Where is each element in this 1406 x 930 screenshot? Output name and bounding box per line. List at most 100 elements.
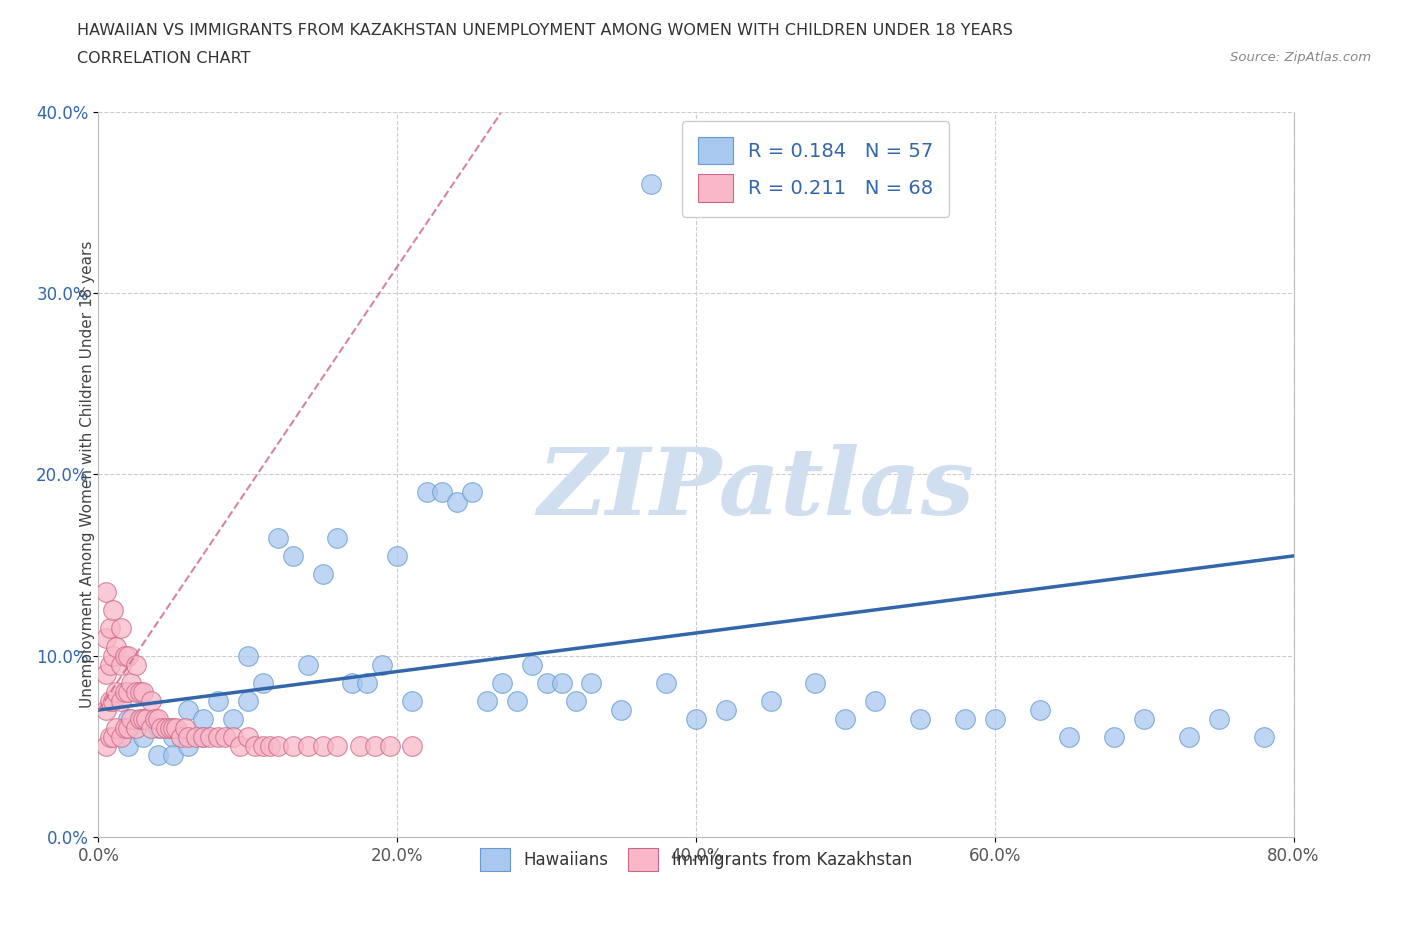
Point bbox=[94, 631, 117, 645]
Point bbox=[520, 658, 543, 672]
Point bbox=[475, 694, 498, 709]
Point bbox=[114, 648, 136, 663]
Point bbox=[94, 738, 117, 753]
Point bbox=[103, 603, 125, 618]
Point bbox=[297, 658, 319, 672]
Point bbox=[110, 730, 132, 745]
Point bbox=[297, 738, 319, 753]
Point bbox=[177, 738, 200, 753]
Point bbox=[117, 648, 139, 663]
Point bbox=[117, 711, 139, 726]
Point bbox=[129, 711, 152, 726]
Point bbox=[506, 694, 529, 709]
Point bbox=[169, 730, 191, 745]
Point bbox=[120, 675, 142, 690]
Point bbox=[191, 730, 214, 745]
Point bbox=[236, 648, 259, 663]
Point bbox=[159, 721, 181, 736]
Point bbox=[155, 721, 177, 736]
Point bbox=[267, 530, 290, 545]
Point bbox=[125, 684, 148, 699]
Point bbox=[103, 694, 125, 709]
Point bbox=[177, 730, 200, 745]
Point bbox=[252, 738, 274, 753]
Point bbox=[536, 675, 558, 690]
Point bbox=[401, 694, 423, 709]
Point bbox=[125, 721, 148, 736]
Point bbox=[236, 730, 259, 745]
Point bbox=[311, 566, 333, 581]
Point bbox=[1253, 730, 1275, 745]
Point bbox=[1178, 730, 1201, 745]
Point bbox=[267, 738, 290, 753]
Point bbox=[430, 485, 453, 500]
Point bbox=[125, 658, 148, 672]
Point bbox=[139, 694, 162, 709]
Point bbox=[610, 703, 633, 718]
Point bbox=[222, 711, 245, 726]
Point bbox=[581, 675, 603, 690]
Point bbox=[207, 730, 229, 745]
Point bbox=[174, 721, 197, 736]
Point bbox=[714, 703, 737, 718]
Point bbox=[132, 711, 155, 726]
Point bbox=[1133, 711, 1156, 726]
Point bbox=[834, 711, 856, 726]
Point bbox=[207, 694, 229, 709]
Point bbox=[222, 730, 245, 745]
Point bbox=[110, 658, 132, 672]
Point bbox=[259, 738, 281, 753]
Point bbox=[364, 738, 387, 753]
Point bbox=[446, 494, 468, 509]
Point bbox=[114, 684, 136, 699]
Point bbox=[378, 738, 401, 753]
Point bbox=[98, 621, 122, 636]
Point bbox=[132, 684, 155, 699]
Point bbox=[117, 738, 139, 753]
Point bbox=[120, 711, 142, 726]
Text: Source: ZipAtlas.com: Source: ZipAtlas.com bbox=[1230, 51, 1371, 64]
Point bbox=[685, 711, 707, 726]
Point bbox=[1208, 711, 1230, 726]
Point bbox=[342, 675, 364, 690]
Point bbox=[281, 738, 304, 753]
Point bbox=[139, 721, 162, 736]
Point bbox=[117, 721, 139, 736]
Point bbox=[311, 738, 333, 753]
Point bbox=[356, 675, 378, 690]
Point bbox=[371, 658, 394, 672]
Point bbox=[162, 730, 184, 745]
Point bbox=[565, 694, 588, 709]
Point bbox=[491, 675, 513, 690]
Point bbox=[326, 530, 349, 545]
Point bbox=[165, 721, 187, 736]
Point bbox=[865, 694, 887, 709]
Point bbox=[105, 684, 128, 699]
Point bbox=[105, 721, 128, 736]
Point bbox=[245, 738, 267, 753]
Point bbox=[326, 738, 349, 753]
Point bbox=[385, 549, 409, 564]
Point bbox=[143, 711, 166, 726]
Point bbox=[162, 748, 184, 763]
Point bbox=[984, 711, 1007, 726]
Y-axis label: Unemployment Among Women with Children Under 18 years: Unemployment Among Women with Children U… bbox=[80, 241, 94, 708]
Point bbox=[953, 711, 976, 726]
Point bbox=[105, 639, 128, 654]
Point bbox=[103, 730, 125, 745]
Point bbox=[1028, 703, 1050, 718]
Point bbox=[640, 177, 662, 192]
Text: HAWAIIAN VS IMMIGRANTS FROM KAZAKHSTAN UNEMPLOYMENT AMONG WOMEN WITH CHILDREN UN: HAWAIIAN VS IMMIGRANTS FROM KAZAKHSTAN U… bbox=[77, 23, 1014, 38]
Text: ZIPatlas: ZIPatlas bbox=[537, 444, 974, 534]
Point bbox=[135, 711, 157, 726]
Point bbox=[200, 730, 222, 745]
Point bbox=[94, 703, 117, 718]
Point bbox=[148, 721, 170, 736]
Point bbox=[281, 549, 304, 564]
Point bbox=[98, 730, 122, 745]
Point bbox=[191, 730, 214, 745]
Point bbox=[804, 675, 827, 690]
Point bbox=[349, 738, 371, 753]
Point bbox=[655, 675, 678, 690]
Point bbox=[150, 721, 173, 736]
